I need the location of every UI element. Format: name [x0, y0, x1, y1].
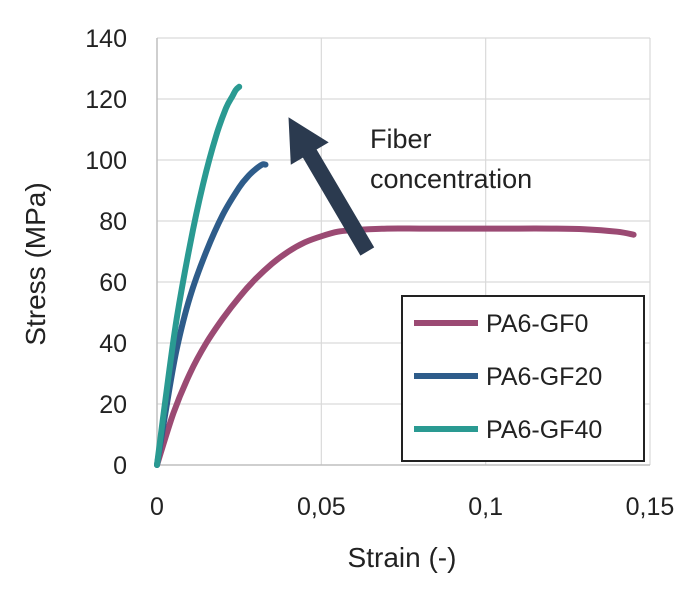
x-tick-label: 0,05: [297, 493, 346, 521]
series-lines: [154, 83, 637, 468]
annotation-line-2: concentration: [370, 164, 532, 194]
x-tick-label: 0,1: [468, 493, 503, 521]
annotation-arrow: [288, 117, 375, 256]
y-tick-label: 0: [113, 452, 127, 480]
legend-label-pa6-gf0: PA6-GF0: [486, 310, 588, 338]
fiber-concentration-annotation: Fiber concentration: [288, 117, 532, 256]
series-line-pa6-gf0: [154, 225, 637, 468]
legend: PA6-GF0 PA6-GF20 PA6-GF40: [401, 295, 645, 462]
y-tick-label: 140: [85, 25, 127, 53]
series-line-pa6-gf40: [154, 83, 243, 468]
x-tick-label: 0,15: [626, 493, 675, 521]
y-tick-label: 60: [99, 269, 127, 297]
series-line-pa6-gf20: [154, 161, 269, 468]
grid-lines: [157, 37, 651, 465]
y-tick-label: 20: [99, 391, 127, 419]
x-axis-title: Strain (-): [348, 542, 457, 573]
legend-label-pa6-gf20: PA6-GF20: [486, 363, 602, 391]
annotation-text: Fiber concentration: [370, 124, 532, 194]
legend-label-pa6-gf40: PA6-GF40: [486, 416, 602, 444]
x-tick-label: 0: [150, 493, 164, 521]
y-tick-label: 80: [99, 208, 127, 236]
tick-labels: 0 20 40 60 80 100 120 140 0 0,05 0,1 0,15: [85, 25, 674, 521]
y-tick-label: 120: [85, 86, 127, 114]
annotation-line-1: Fiber: [370, 124, 432, 154]
y-axis-title: Stress (MPa): [20, 182, 51, 345]
y-tick-label: 100: [85, 147, 127, 175]
y-tick-label: 40: [99, 330, 127, 358]
axes: [156, 38, 650, 466]
